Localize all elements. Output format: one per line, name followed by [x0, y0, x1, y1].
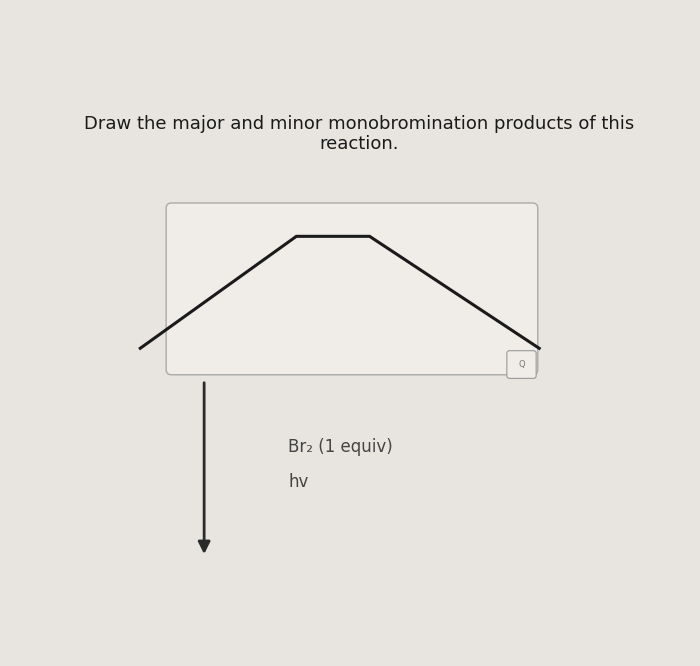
Text: hv: hv [288, 474, 309, 492]
FancyBboxPatch shape [507, 351, 536, 378]
Text: Br₂ (1 equiv): Br₂ (1 equiv) [288, 438, 393, 456]
Text: Q: Q [518, 360, 525, 369]
Text: Draw the major and minor monobromination products of this: Draw the major and minor monobromination… [83, 115, 634, 133]
FancyBboxPatch shape [166, 203, 538, 375]
Text: reaction.: reaction. [319, 135, 398, 153]
